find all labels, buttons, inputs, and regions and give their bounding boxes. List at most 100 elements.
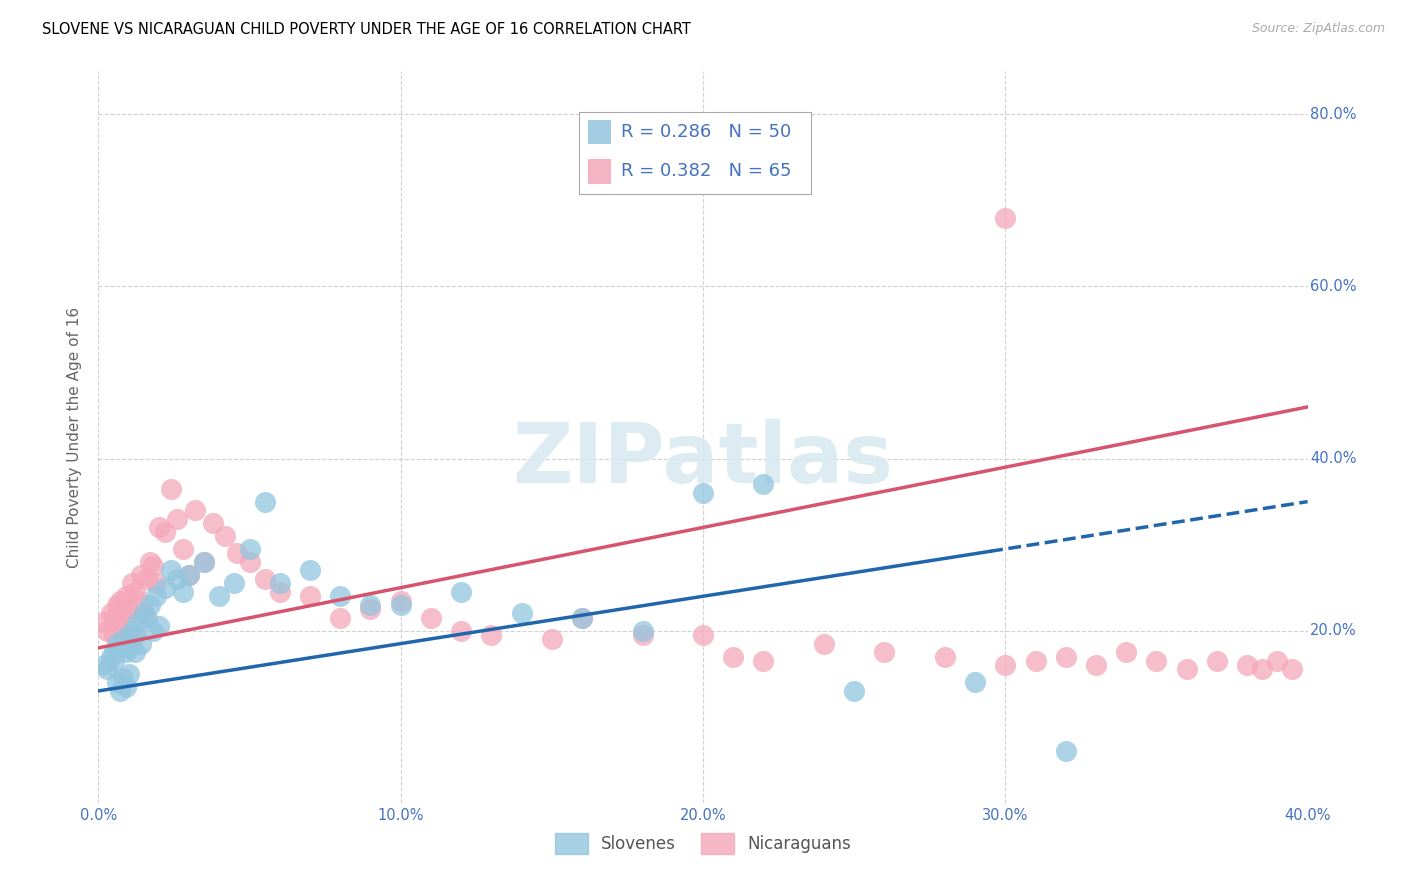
Point xyxy=(1236,658,1258,673)
Point xyxy=(844,684,866,698)
Point xyxy=(193,555,215,569)
Point xyxy=(389,593,412,607)
Point xyxy=(111,671,134,685)
Point xyxy=(148,619,170,633)
Point xyxy=(160,482,183,496)
Point xyxy=(239,555,262,569)
Point xyxy=(631,628,654,642)
Point xyxy=(360,598,382,612)
Point xyxy=(153,581,176,595)
Point xyxy=(160,564,183,578)
Point xyxy=(135,611,157,625)
Point xyxy=(124,645,146,659)
Text: Source: ZipAtlas.com: Source: ZipAtlas.com xyxy=(1251,22,1385,36)
Point xyxy=(127,593,149,607)
Point xyxy=(208,589,231,603)
Point xyxy=(420,611,443,625)
Point xyxy=(172,585,194,599)
Point xyxy=(723,649,745,664)
Point xyxy=(1085,658,1108,673)
Point xyxy=(142,624,165,638)
Point xyxy=(226,546,249,560)
Point xyxy=(145,589,167,603)
Point xyxy=(121,624,143,638)
Point xyxy=(934,649,956,664)
Point xyxy=(193,555,215,569)
Point xyxy=(1144,654,1167,668)
Point xyxy=(93,658,115,673)
Bar xyxy=(588,120,612,145)
Point xyxy=(105,675,128,690)
Point xyxy=(450,585,472,599)
Point xyxy=(127,615,149,629)
Point xyxy=(510,607,533,621)
Point xyxy=(299,564,322,578)
Point xyxy=(105,637,128,651)
Point xyxy=(214,529,236,543)
Point xyxy=(108,684,131,698)
Point xyxy=(224,576,246,591)
Text: 20.0%: 20.0% xyxy=(1310,624,1357,638)
Point xyxy=(100,649,122,664)
Point xyxy=(114,680,136,694)
Point xyxy=(129,637,152,651)
Point xyxy=(540,632,562,647)
Point xyxy=(965,675,987,690)
Point xyxy=(132,607,155,621)
Point xyxy=(129,567,152,582)
Point xyxy=(105,598,128,612)
Point xyxy=(1024,654,1046,668)
Point xyxy=(111,632,134,647)
Point xyxy=(450,624,472,638)
Point xyxy=(103,654,125,668)
Point xyxy=(329,611,352,625)
Point xyxy=(121,576,143,591)
Point xyxy=(1267,654,1289,668)
Point xyxy=(148,520,170,534)
Point xyxy=(108,640,131,655)
Point xyxy=(813,637,835,651)
Point xyxy=(93,615,115,629)
Point xyxy=(114,589,136,603)
Point xyxy=(1054,744,1077,758)
Point xyxy=(103,628,125,642)
Point xyxy=(118,602,141,616)
Point xyxy=(114,611,136,625)
Point xyxy=(118,628,141,642)
Point xyxy=(481,628,503,642)
Point xyxy=(239,541,262,556)
Point xyxy=(571,611,593,625)
Bar xyxy=(588,159,612,184)
Point xyxy=(103,611,125,625)
Point xyxy=(139,598,162,612)
Point xyxy=(253,572,276,586)
Point xyxy=(389,598,412,612)
Point xyxy=(873,645,896,659)
Text: 60.0%: 60.0% xyxy=(1310,279,1357,294)
Text: 80.0%: 80.0% xyxy=(1310,107,1357,122)
Point xyxy=(269,585,291,599)
Point xyxy=(179,567,201,582)
Point xyxy=(124,628,146,642)
Y-axis label: Child Poverty Under the Age of 16: Child Poverty Under the Age of 16 xyxy=(67,307,83,567)
Point xyxy=(100,607,122,621)
Point xyxy=(571,611,593,625)
Point xyxy=(1251,662,1274,676)
Point xyxy=(103,645,125,659)
Point xyxy=(135,572,157,586)
Point xyxy=(118,666,141,681)
Point xyxy=(329,589,352,603)
Point xyxy=(108,593,131,607)
Point xyxy=(269,576,291,591)
Point xyxy=(752,477,775,491)
Point xyxy=(111,602,134,616)
Point xyxy=(253,494,276,508)
Point xyxy=(108,619,131,633)
Point xyxy=(166,572,188,586)
Point xyxy=(360,602,382,616)
Point xyxy=(118,640,141,655)
Point xyxy=(1206,654,1229,668)
Point xyxy=(142,559,165,574)
Text: 40.0%: 40.0% xyxy=(1310,451,1357,467)
Point xyxy=(96,624,118,638)
